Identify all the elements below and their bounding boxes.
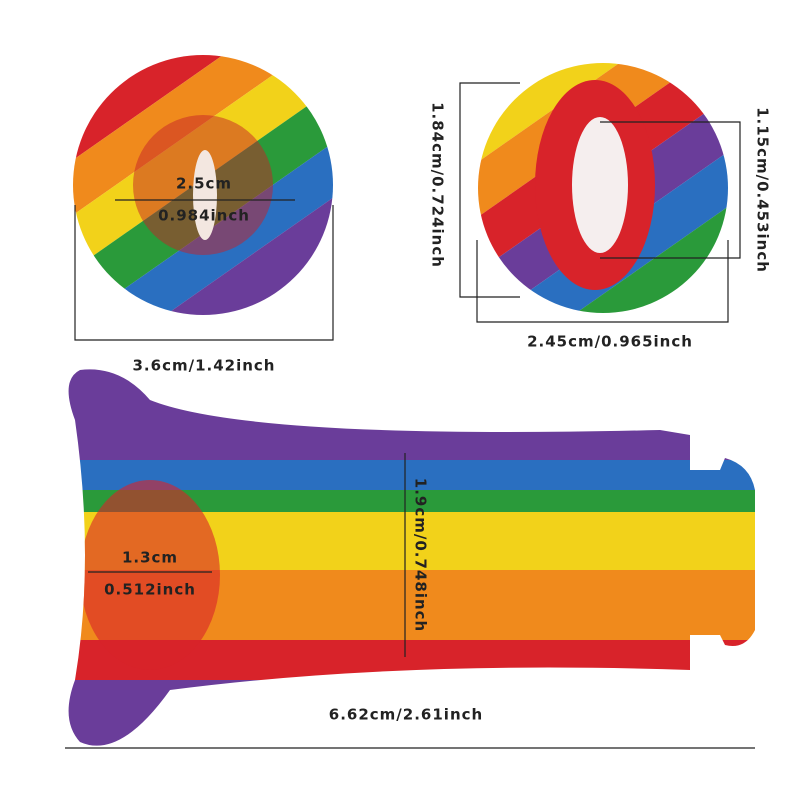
label: 2.5cm — [176, 175, 232, 193]
label: 0.984inch — [158, 207, 250, 225]
label: 1.15cm/0.453inch — [754, 107, 772, 273]
label: 1.9cm/0.748inch — [412, 478, 430, 632]
label: 1.84cm/0.724inch — [429, 102, 447, 268]
label: 1.3cm — [122, 549, 178, 567]
measure-lines — [65, 82, 755, 749]
label: 6.62cm/2.61inch — [329, 706, 483, 724]
label: 2.45cm/0.965inch — [527, 333, 693, 351]
label: 3.6cm/1.42inch — [133, 357, 276, 375]
front-ring — [73, 55, 333, 315]
label: 0.512inch — [104, 581, 196, 599]
